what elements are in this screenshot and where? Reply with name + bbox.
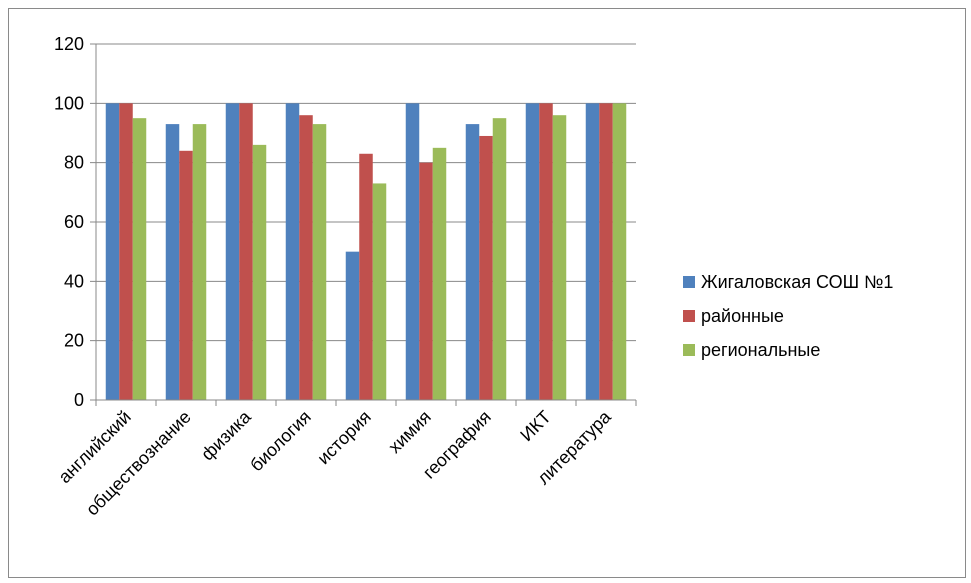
bar (179, 150, 193, 400)
bar (552, 115, 567, 400)
bar (165, 124, 180, 400)
bar (105, 103, 120, 400)
bar (525, 103, 540, 400)
x-tick-label: биология (246, 407, 315, 476)
bar (599, 103, 613, 400)
x-tick-label: физика (197, 406, 255, 464)
y-tick-label: 60 (64, 212, 84, 232)
y-axis-ticks: 0 20 40 60 80 100 120 (54, 34, 84, 410)
bar (299, 115, 313, 400)
x-tick-label: химия (384, 407, 434, 457)
y-tick-label: 20 (64, 331, 84, 351)
bar (132, 118, 147, 401)
bar (405, 103, 420, 400)
x-tick-label: ИКТ (516, 407, 554, 445)
legend: Жигаловская СОШ №1 районные региональные (683, 272, 893, 360)
legend-swatch (683, 310, 695, 322)
bar (285, 103, 300, 400)
bar (479, 135, 493, 400)
legend-label: Жигаловская СОШ №1 (701, 272, 893, 292)
bar (612, 103, 627, 400)
legend-swatch (683, 344, 695, 356)
bar (119, 103, 133, 400)
bar (492, 118, 507, 401)
axes (95, 44, 637, 406)
y-tick-label: 120 (54, 34, 84, 54)
bar (539, 103, 553, 400)
bar (359, 153, 373, 400)
bars (105, 103, 627, 401)
x-tick-label: обществознание (82, 407, 195, 520)
legend-swatch (683, 276, 695, 288)
bar (252, 144, 267, 400)
bar (419, 162, 433, 400)
bar (345, 251, 360, 400)
legend-label: районные (701, 306, 784, 326)
bar (225, 103, 240, 400)
y-tick-label: 80 (64, 153, 84, 173)
bar (372, 183, 387, 400)
bar (239, 103, 253, 400)
bar (585, 103, 600, 400)
bar (432, 147, 447, 400)
bar (465, 124, 480, 400)
bar (192, 124, 207, 400)
y-tick-label: 40 (64, 271, 84, 291)
bar (312, 124, 327, 400)
y-tick-label: 0 (74, 390, 84, 410)
y-tick-label: 100 (54, 93, 84, 113)
legend-label: региональные (701, 340, 820, 360)
x-tick-label: история (313, 407, 374, 468)
